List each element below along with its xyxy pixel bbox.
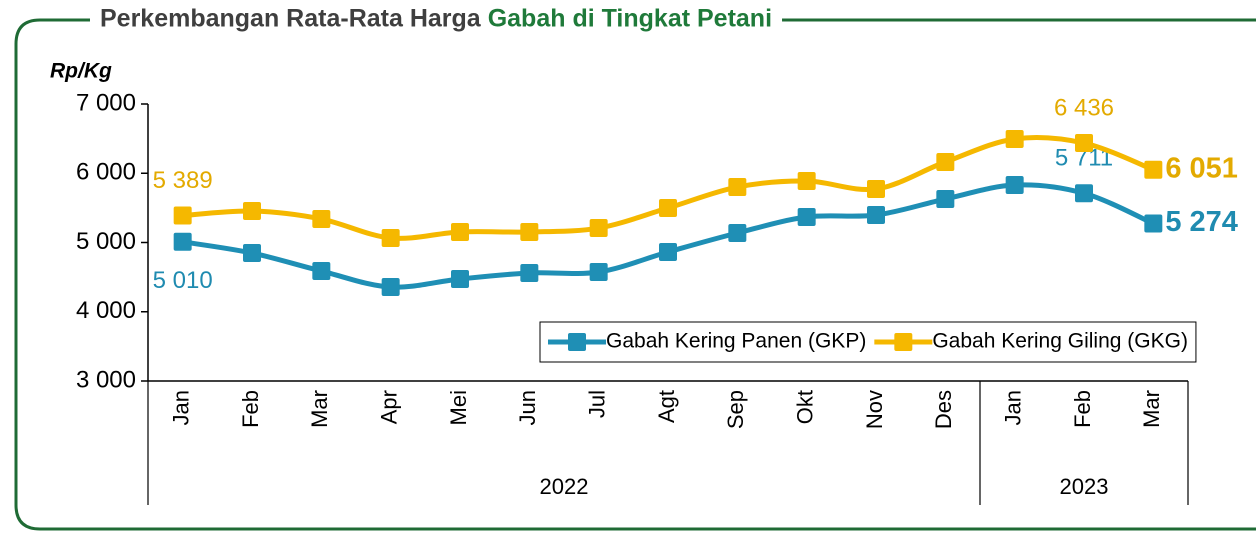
marker	[867, 179, 885, 198]
y-tick-label: 7 000	[76, 89, 136, 116]
frame	[14, 18, 1256, 531]
x-tick-label: Jan	[1000, 390, 1025, 425]
marker	[243, 244, 261, 263]
marker	[451, 269, 469, 288]
legend-box	[539, 321, 1197, 363]
marker	[1005, 129, 1024, 148]
x-tick-label: Jun	[515, 390, 540, 425]
group-label: 2022	[540, 474, 589, 499]
marker	[659, 199, 677, 218]
marker	[312, 210, 331, 229]
x-tick-label: Mei	[446, 390, 471, 425]
data-label: 5 010	[153, 267, 213, 294]
marker	[1075, 134, 1093, 153]
marker	[659, 242, 677, 261]
legend-label: Gabah Kering Panen (GKP)	[606, 330, 866, 353]
marker	[1075, 184, 1093, 203]
legend-marker	[894, 333, 913, 351]
x-tick-label: Jan	[168, 390, 193, 425]
marker	[520, 222, 539, 241]
x-tick-label: Des	[931, 390, 956, 429]
marker	[936, 153, 955, 172]
marker	[451, 222, 469, 241]
x-tick-label: Jul	[584, 390, 609, 418]
x-tick-label: Feb	[1070, 390, 1095, 428]
group-label: 2023	[1060, 474, 1109, 499]
data-label: 5 389	[153, 167, 213, 194]
y-tick-label: 4 000	[76, 297, 136, 324]
data-label: 6 051	[1165, 152, 1238, 184]
marker	[1144, 214, 1163, 233]
x-tick-label: Nov	[862, 390, 887, 429]
marker	[797, 208, 816, 227]
x-tick-label: Okt	[792, 390, 817, 424]
marker	[520, 263, 539, 282]
data-label: 5 274	[1165, 206, 1238, 238]
marker	[936, 190, 955, 209]
marker	[1005, 176, 1024, 195]
marker	[381, 228, 400, 247]
y-tick-label: 3 000	[76, 366, 136, 393]
marker	[312, 262, 331, 281]
marker	[1144, 160, 1163, 179]
y-axis-label: Rp/Kg	[50, 60, 112, 83]
legend-label: Gabah Kering Giling (GKG)	[932, 330, 1188, 353]
marker	[173, 232, 192, 251]
x-tick-label: Mar	[307, 390, 332, 428]
data-label: 6 436	[1054, 94, 1114, 121]
legend-marker	[568, 333, 586, 351]
chart-title-highlight: Gabah di Tingkat Petani	[488, 5, 772, 33]
y-tick-label: 6 000	[76, 159, 136, 186]
marker	[589, 263, 608, 282]
marker	[589, 219, 608, 238]
marker	[797, 172, 816, 191]
chart-title: Perkembangan Rata-Rata Harga	[100, 5, 482, 33]
marker	[728, 224, 747, 243]
x-tick-label: Mar	[1139, 390, 1164, 428]
marker	[243, 201, 261, 220]
marker	[381, 278, 400, 297]
marker	[728, 178, 747, 197]
y-tick-label: 5 000	[76, 228, 136, 255]
marker	[867, 206, 885, 225]
marker	[173, 206, 192, 225]
x-tick-label: Apr	[376, 390, 401, 424]
x-tick-label: Sep	[723, 390, 748, 429]
x-tick-label: Feb	[238, 390, 263, 428]
x-tick-label: Agt	[654, 390, 679, 423]
